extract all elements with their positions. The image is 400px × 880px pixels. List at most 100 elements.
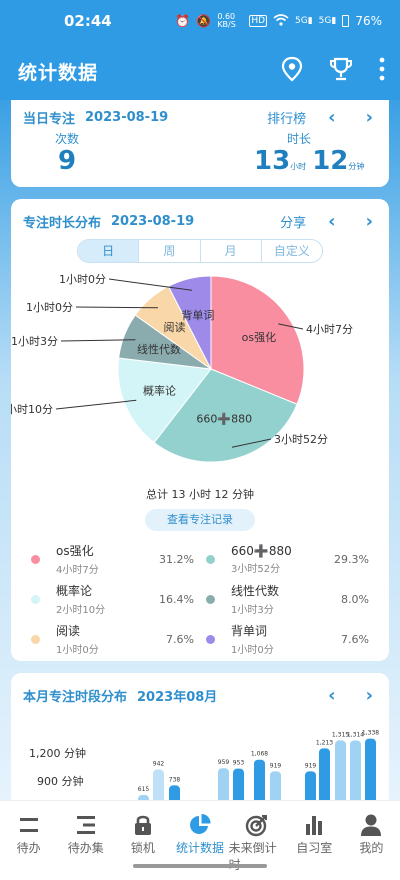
- nav-item-countdown[interactable]: 未来倒计时: [229, 801, 286, 880]
- app-bar-actions: [280, 42, 386, 100]
- tab-month[interactable]: 月: [201, 240, 262, 262]
- monthly-label: 本月专注时段分布: [23, 690, 128, 705]
- monthly-bar-label: 919: [305, 762, 317, 769]
- nav-label-study-room: 自习室: [296, 841, 333, 855]
- legend-percent: 7.6%: [341, 632, 369, 646]
- monthly-bar-label: 959: [218, 759, 230, 766]
- total-duration: 总计 13 小时 12 分钟: [146, 488, 254, 501]
- prev-range-button[interactable]: ‹: [328, 211, 336, 232]
- monthly-month: 2023年08月: [137, 690, 218, 705]
- legend-percent: 31.2%: [159, 552, 194, 566]
- pie-leader-line: [60, 339, 136, 342]
- legend-name: 概率论: [56, 584, 93, 598]
- y-label-900: 900 分钟: [37, 775, 84, 788]
- prev-day-button[interactable]: ‹: [328, 107, 336, 128]
- more-vertical-icon: [379, 57, 385, 81]
- legend-name: 660➕880: [231, 543, 292, 558]
- status-bar: 02:44 ⏰ 🔕 0.60 KB/S HD 5G▮ 5G▮ 76%: [0, 0, 400, 42]
- tab-day[interactable]: 日: [78, 240, 140, 262]
- monthly-bar-label: 1,315: [332, 731, 349, 738]
- net2-label: 5G: [318, 16, 332, 26]
- nav-item-mine[interactable]: 我的: [343, 801, 400, 880]
- legend-item: 阅读 1小时0分 7.6%: [29, 622, 204, 656]
- tab-week[interactable]: 周: [139, 240, 201, 262]
- person-icon: [361, 814, 382, 836]
- battery-icon: [342, 15, 350, 27]
- tab-custom[interactable]: 自定义: [273, 244, 310, 258]
- pie-slice-label: os强化: [242, 330, 276, 344]
- ranking-link[interactable]: 排行榜: [267, 112, 307, 127]
- home-indicator: [133, 864, 267, 868]
- app-bar: 统计数据: [0, 42, 400, 100]
- nav-item-todo[interactable]: 待办: [0, 801, 57, 880]
- bottom-nav: 待办 待办集 锁机 统计数据 未来倒计时 自习室 我的: [0, 800, 400, 880]
- nav-item-todo-collection[interactable]: 待办集: [57, 801, 114, 880]
- signal-1-icon: 5G▮: [295, 16, 313, 26]
- today-focus-label: 当日专注: [23, 112, 76, 127]
- prev-month-button[interactable]: ‹: [328, 685, 336, 706]
- legend-time: 2小时10分: [56, 605, 106, 616]
- pie-slice[interactable]: [117, 357, 212, 444]
- pie-slice[interactable]: [167, 275, 212, 370]
- legend-dot: [31, 594, 40, 604]
- pie-time-label: 4小时7分: [306, 323, 353, 336]
- monthly-bar-label: 919: [270, 762, 282, 769]
- share-button[interactable]: 分享: [280, 216, 307, 231]
- view-records-button[interactable]: 查看专注记录: [145, 509, 255, 531]
- legend-text: 概率论 2小时10分: [56, 582, 105, 616]
- pie-slice[interactable]: [210, 275, 305, 405]
- legend-text: 660➕880 3小时52分: [231, 544, 292, 575]
- y-label-1200: 1,200 分钟: [29, 747, 86, 760]
- nav-label-todo-collection: 待办集: [67, 841, 104, 855]
- alarm-icon: ⏰: [175, 14, 191, 28]
- bar-chart-icon: [306, 816, 323, 835]
- monthly-bar[interactable]: [254, 759, 265, 813]
- monthly-bar[interactable]: [350, 740, 361, 813]
- nav-label-stats: 统计数据: [175, 841, 224, 855]
- pie-slice-label: 阅读: [163, 320, 185, 334]
- monthly-bar-label: 1,338: [362, 730, 379, 737]
- duration-hours-unit: 小时: [290, 162, 307, 171]
- next-range-button[interactable]: ›: [365, 211, 373, 232]
- hd-badge: HD: [249, 15, 268, 27]
- more-button[interactable]: [378, 56, 386, 86]
- count-label: 次数: [55, 132, 80, 146]
- next-month-button[interactable]: ›: [365, 685, 373, 706]
- status-time: 02:44: [64, 12, 112, 30]
- pie-chart-icon: [190, 814, 211, 834]
- monthly-bar-label: 1,213: [316, 739, 333, 746]
- today-focus-card: 当日专注 2023-08-19 排行榜 ‹ › 次数 9 时长 13小时 12分钟: [11, 100, 389, 187]
- pie-time-label: 3小时52分: [274, 433, 328, 446]
- legend-item: 概率论 2小时10分 16.4%: [29, 582, 204, 616]
- pie-legend: os强化 4小时7分 31.2% 660➕880 3小时52分 29.3% 概率论 2小时10…: [29, 539, 379, 659]
- legend-percent: 8.0%: [341, 592, 369, 606]
- pie-slice-label: 概率论: [143, 384, 176, 398]
- distribution-header: 专注时长分布 2023-08-19 分享 ‹ ›: [23, 211, 377, 232]
- nav-item-lock[interactable]: 锁机: [114, 801, 171, 880]
- legend-time: 4小时7分: [56, 565, 99, 576]
- legend-name: os强化: [56, 544, 94, 558]
- nav-item-study-room[interactable]: 自习室: [286, 801, 343, 880]
- monthly-bar-label: 1,068: [251, 751, 268, 758]
- pie-slice-label: 背单词: [181, 308, 214, 322]
- pie-time-label: 1小时0分: [26, 301, 73, 314]
- legend-percent: 7.6%: [166, 632, 194, 646]
- nav-item-stats[interactable]: 统计数据: [171, 801, 228, 880]
- monthly-bar[interactable]: [335, 740, 346, 813]
- pie-leader-line: [231, 438, 272, 448]
- pie-leader-line: [75, 306, 158, 309]
- legend-item: 660➕880 3小时52分 29.3%: [204, 544, 379, 575]
- pie-slice[interactable]: [153, 368, 298, 463]
- duration-value: 13小时 12分钟: [254, 146, 364, 176]
- legend-time: 1小时3分: [231, 605, 274, 616]
- monthly-bar-label: 953: [233, 760, 245, 767]
- net-speed: 0.60 KB/S: [217, 12, 236, 29]
- monthly-bar-label: 615: [138, 786, 150, 793]
- monthly-bar[interactable]: [319, 748, 330, 813]
- next-day-button[interactable]: ›: [365, 107, 373, 128]
- status-icons: ⏰ 🔕 0.60 KB/S HD 5G▮ 5G▮ 76%: [175, 13, 382, 29]
- monthly-bar[interactable]: [365, 738, 376, 813]
- monthly-bar-label: 738: [169, 776, 181, 783]
- trophy-button[interactable]: [328, 56, 354, 86]
- location-button[interactable]: [280, 56, 304, 86]
